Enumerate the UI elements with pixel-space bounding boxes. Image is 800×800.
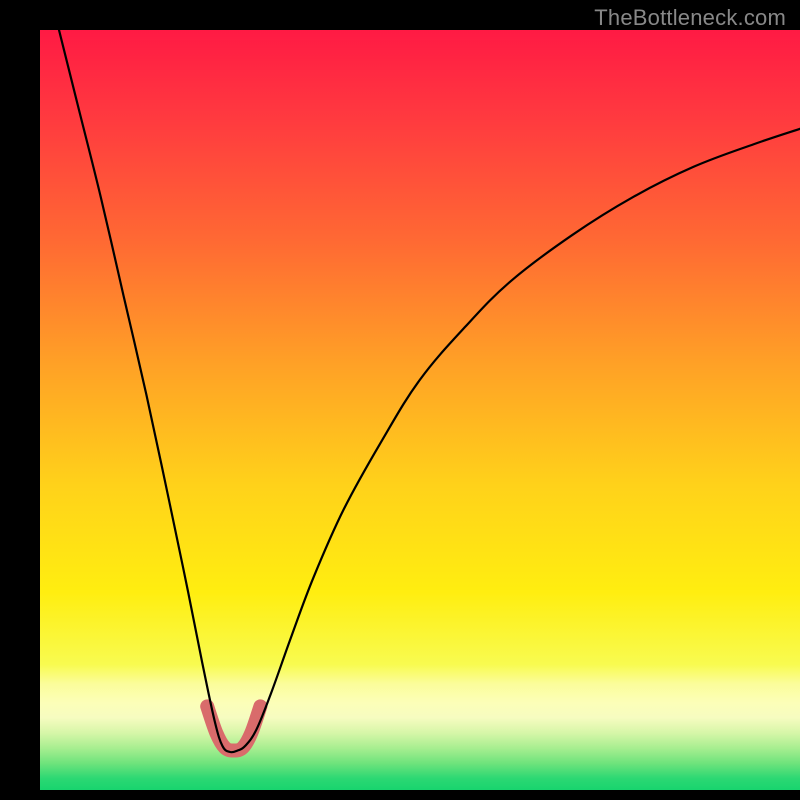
watermark-text: TheBottleneck.com	[594, 5, 786, 31]
chart-background-gradient	[40, 30, 800, 790]
chart-plot-area	[40, 30, 800, 790]
chart-svg	[40, 30, 800, 790]
